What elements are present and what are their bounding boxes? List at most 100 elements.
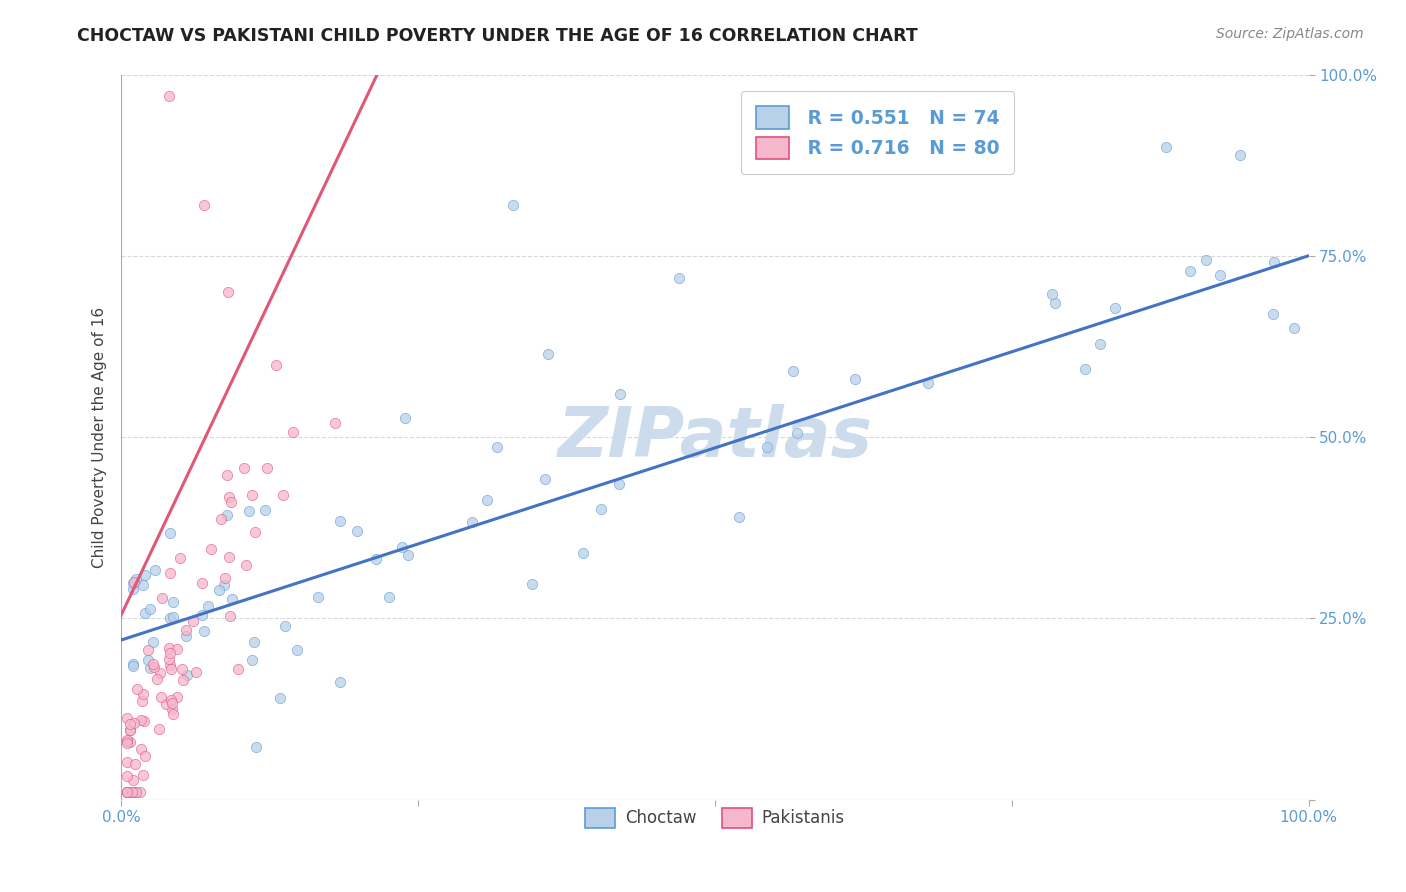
Point xyxy=(221,592,243,607)
Point xyxy=(486,441,509,455)
Point xyxy=(193,198,215,212)
Text: ZIPatlas: ZIPatlas xyxy=(557,403,872,470)
Point xyxy=(122,576,145,591)
Point xyxy=(323,416,346,430)
Point xyxy=(572,546,595,560)
Point xyxy=(212,578,235,592)
Point xyxy=(134,606,156,620)
Point xyxy=(120,734,142,748)
Point xyxy=(115,756,138,770)
Point xyxy=(124,785,146,799)
Point xyxy=(1229,148,1251,162)
Point xyxy=(115,736,138,750)
Point xyxy=(132,687,155,701)
Point xyxy=(591,502,613,516)
Point xyxy=(142,635,165,649)
Point xyxy=(269,690,291,705)
Point xyxy=(160,662,183,676)
Point xyxy=(172,662,194,676)
Point xyxy=(122,785,145,799)
Point xyxy=(181,614,204,628)
Point xyxy=(134,748,156,763)
Point xyxy=(115,785,138,799)
Point xyxy=(1261,307,1284,321)
Point xyxy=(160,697,183,711)
Point xyxy=(786,425,808,440)
Point xyxy=(394,410,416,425)
Point xyxy=(328,514,350,528)
Point xyxy=(1154,140,1177,154)
Point xyxy=(132,768,155,782)
Point xyxy=(756,441,779,455)
Point xyxy=(148,722,170,736)
Point xyxy=(1263,255,1285,269)
Point xyxy=(169,551,191,566)
Point xyxy=(125,572,148,586)
Point xyxy=(166,690,188,704)
Point xyxy=(668,270,690,285)
Point xyxy=(115,733,138,747)
Point xyxy=(118,723,141,738)
Point xyxy=(122,659,145,673)
Point xyxy=(162,702,184,716)
Point xyxy=(150,591,173,606)
Point xyxy=(218,550,240,565)
Point xyxy=(1074,362,1097,376)
Point xyxy=(162,610,184,624)
Point xyxy=(274,618,297,632)
Point xyxy=(122,773,145,788)
Point xyxy=(378,590,401,604)
Point xyxy=(1090,337,1112,351)
Point xyxy=(124,575,146,590)
Point xyxy=(534,472,557,486)
Point xyxy=(139,661,162,675)
Point xyxy=(159,566,181,580)
Point xyxy=(143,563,166,577)
Point xyxy=(121,785,143,799)
Point xyxy=(191,608,214,623)
Point xyxy=(271,488,294,502)
Point xyxy=(396,548,419,562)
Point xyxy=(134,714,156,729)
Point xyxy=(129,713,152,727)
Point xyxy=(159,611,181,625)
Point xyxy=(1282,320,1305,334)
Point xyxy=(209,512,232,526)
Point xyxy=(281,425,304,439)
Point xyxy=(122,582,145,596)
Point xyxy=(157,640,180,655)
Point xyxy=(139,602,162,616)
Point xyxy=(117,785,139,799)
Point xyxy=(917,376,939,390)
Point xyxy=(191,575,214,590)
Point xyxy=(256,461,278,475)
Point xyxy=(1195,253,1218,268)
Point xyxy=(115,785,138,799)
Text: CHOCTAW VS PAKISTANI CHILD POVERTY UNDER THE AGE OF 16 CORRELATION CHART: CHOCTAW VS PAKISTANI CHILD POVERTY UNDER… xyxy=(77,27,918,45)
Point xyxy=(219,608,242,623)
Point xyxy=(166,641,188,656)
Point xyxy=(200,541,222,556)
Point xyxy=(155,697,177,711)
Point xyxy=(240,488,263,502)
Point xyxy=(118,723,141,737)
Point xyxy=(160,693,183,707)
Point xyxy=(329,674,352,689)
Point xyxy=(502,198,524,212)
Point xyxy=(125,682,148,697)
Point xyxy=(134,568,156,582)
Point xyxy=(197,599,219,613)
Point xyxy=(157,652,180,666)
Point xyxy=(364,551,387,566)
Point xyxy=(609,386,631,401)
Point xyxy=(115,711,138,725)
Point xyxy=(307,590,329,604)
Point xyxy=(162,595,184,609)
Point xyxy=(1178,264,1201,278)
Point xyxy=(728,510,751,524)
Point xyxy=(159,658,181,673)
Point xyxy=(782,364,804,378)
Point xyxy=(240,653,263,667)
Point xyxy=(120,717,142,731)
Point xyxy=(218,491,240,505)
